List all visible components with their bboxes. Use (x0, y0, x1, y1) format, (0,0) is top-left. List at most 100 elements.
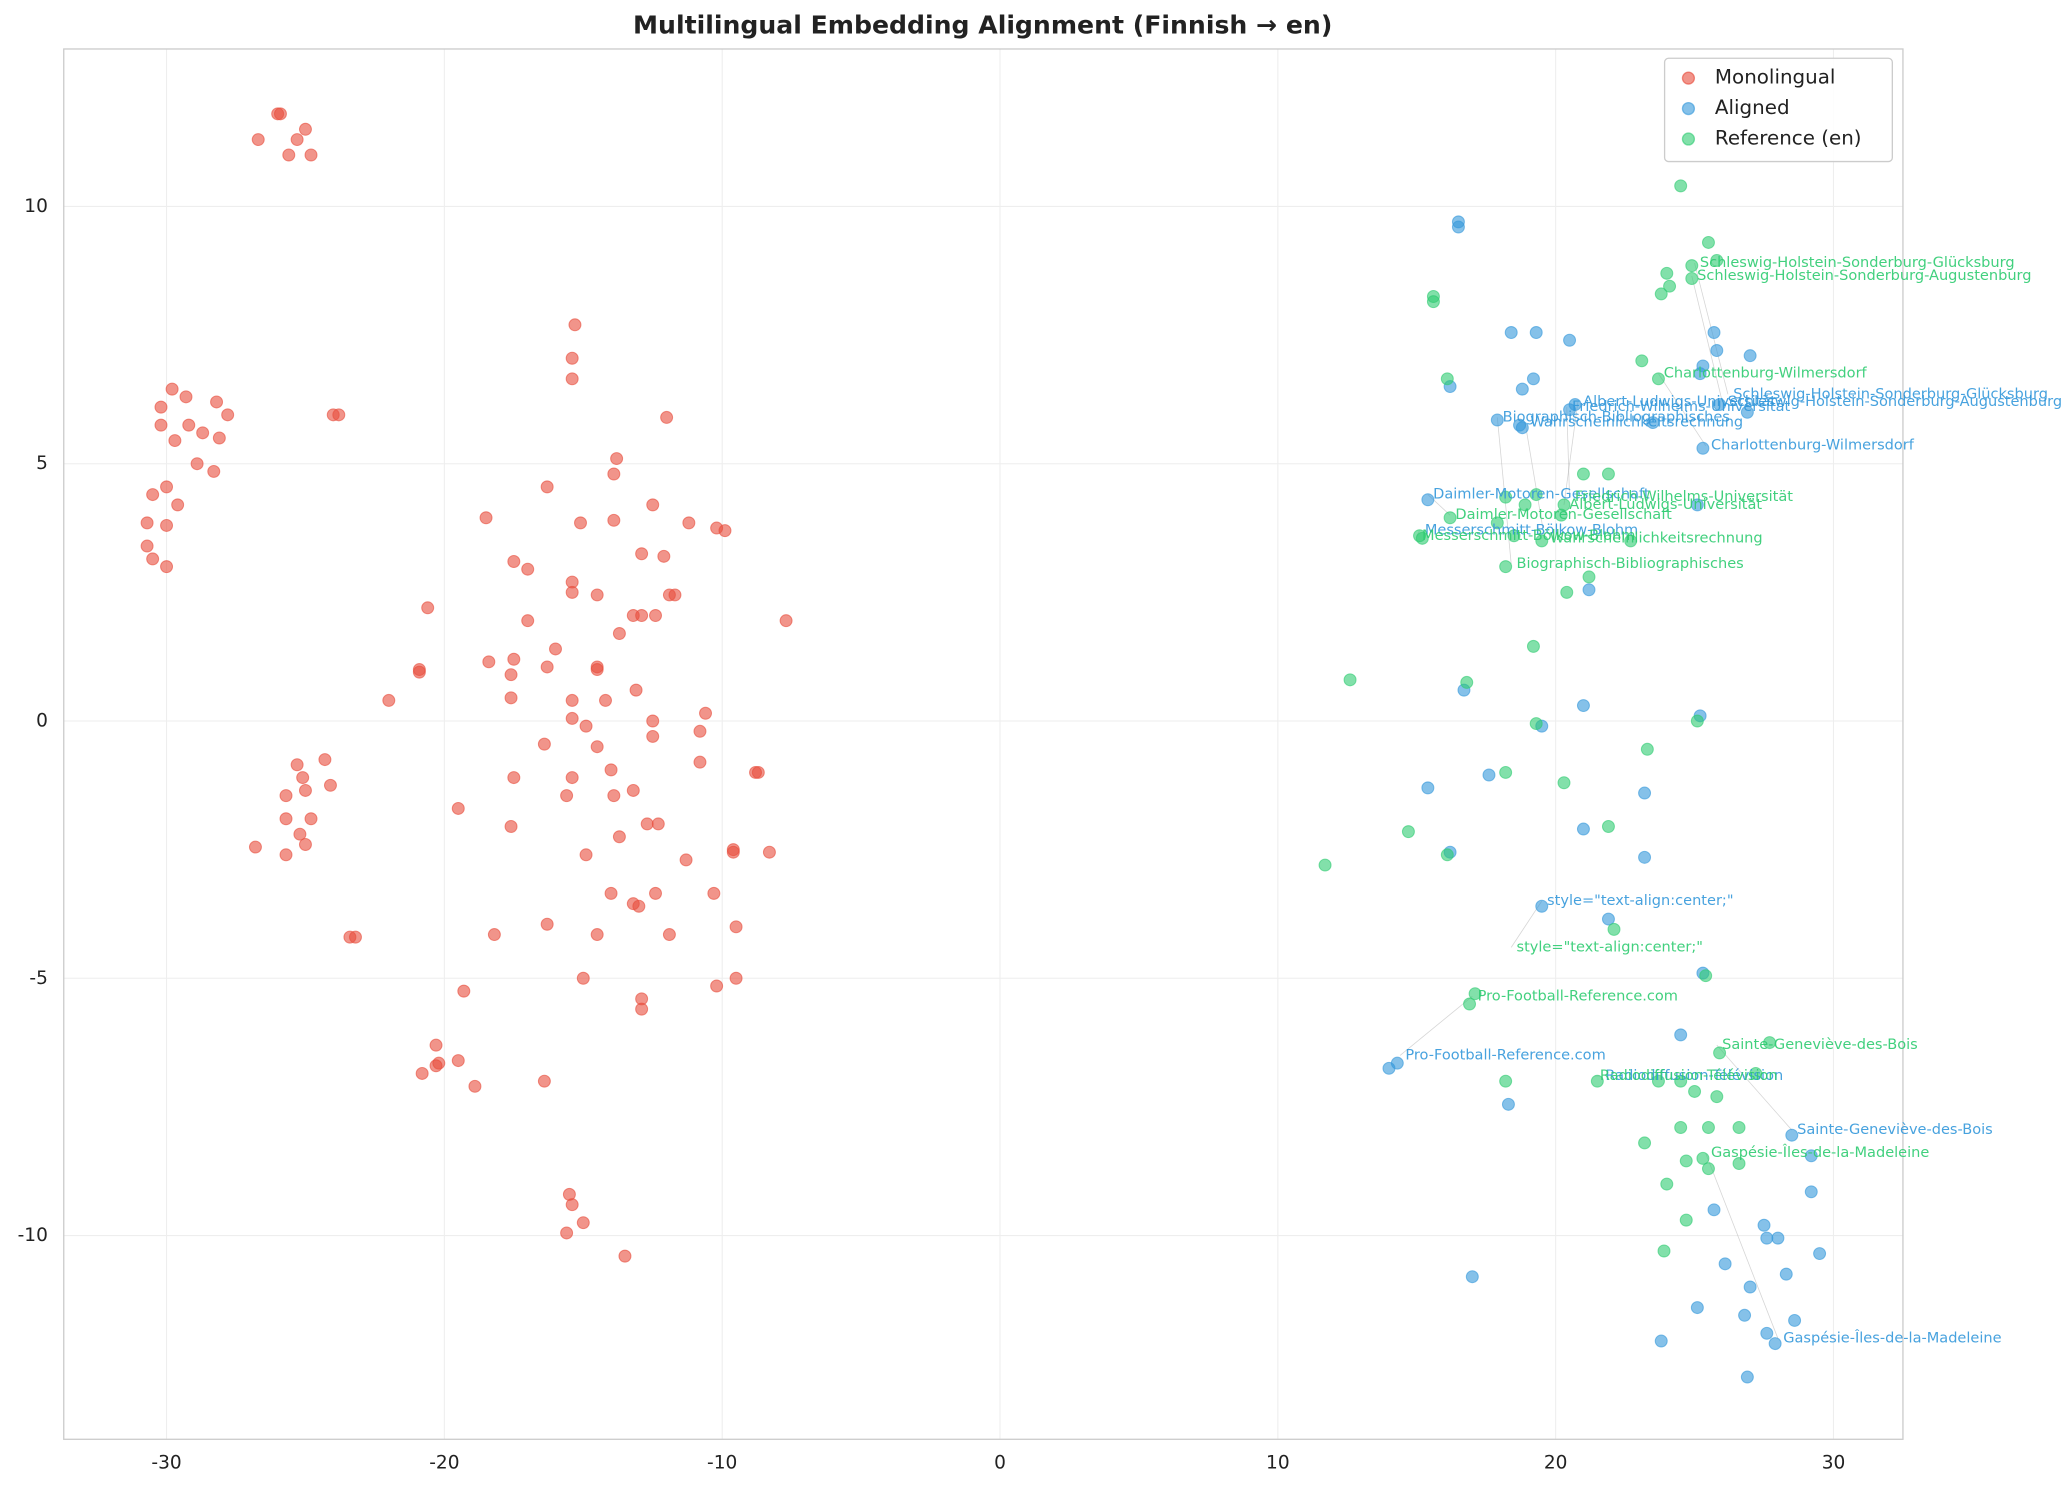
point (190, 457, 204, 471)
point (1732, 1157, 1746, 1170)
point (1607, 922, 1621, 936)
annotation: Albert-Ludwigs-Universität (1583, 393, 1776, 410)
x-tick-label: 20 (1544, 1453, 1568, 1474)
point (1749, 1066, 1763, 1080)
point (649, 609, 663, 622)
point (1499, 765, 1513, 779)
point (1696, 1151, 1710, 1165)
connector (1691, 275, 1723, 403)
point (1657, 1244, 1671, 1258)
point (1771, 1231, 1785, 1245)
point (635, 1002, 649, 1016)
annotation: Pro-Football-Reference.com (1478, 987, 1678, 1004)
point (1813, 1247, 1827, 1261)
point (332, 408, 346, 422)
point (1415, 531, 1429, 545)
point (412, 665, 426, 679)
point (421, 601, 435, 615)
connector (1658, 373, 1707, 446)
point (1482, 768, 1496, 782)
point (1576, 822, 1590, 836)
point (1713, 1046, 1727, 1060)
point (1515, 421, 1529, 435)
point (1526, 372, 1540, 386)
point (1685, 271, 1699, 285)
point (1768, 1337, 1782, 1351)
point (1529, 326, 1543, 339)
point (1635, 354, 1649, 368)
point (1499, 490, 1513, 504)
point (1688, 1084, 1702, 1098)
point (604, 763, 618, 777)
point (1535, 534, 1549, 548)
annotation: Gaspésie-Îles-de-la-Madeleine (1783, 1328, 2001, 1346)
plot-frame (63, 48, 1904, 1440)
x-tick-label: -20 (429, 1453, 459, 1474)
point (1710, 253, 1724, 267)
point (348, 930, 362, 944)
point (1679, 1213, 1693, 1227)
point (646, 498, 660, 512)
annotation: Gaspésie-Îles-de-la-Madeleine (1711, 1143, 1929, 1161)
point (1490, 516, 1504, 530)
point (504, 819, 518, 833)
point (1501, 1097, 1515, 1111)
point (1674, 1074, 1688, 1088)
point (729, 920, 743, 934)
point (1740, 1370, 1754, 1384)
point (1701, 1120, 1715, 1134)
point (590, 588, 604, 602)
point (1696, 441, 1710, 455)
point (693, 724, 707, 738)
point (1563, 333, 1577, 347)
connector (1566, 407, 1570, 498)
point (1732, 1120, 1746, 1134)
point (1401, 825, 1415, 839)
point (1590, 1074, 1604, 1088)
point (1804, 1185, 1818, 1199)
x-tick-label: 0 (994, 1453, 1006, 1474)
point (1499, 560, 1513, 574)
point (1463, 997, 1477, 1011)
point (1443, 511, 1457, 525)
connector (1399, 995, 1473, 1056)
point (565, 711, 579, 725)
point (1490, 413, 1504, 427)
point (171, 498, 185, 512)
point (179, 390, 193, 404)
point (221, 408, 235, 422)
point (1690, 1301, 1704, 1315)
point (451, 1054, 465, 1068)
point (668, 588, 682, 602)
legend-box (1663, 57, 1894, 163)
point (1738, 1308, 1752, 1322)
point (1713, 398, 1727, 412)
point (290, 758, 304, 772)
point (298, 783, 312, 797)
point (1640, 742, 1654, 756)
point (1690, 714, 1704, 728)
point (1318, 858, 1332, 872)
point (323, 778, 337, 792)
point (1779, 1267, 1793, 1281)
point (1646, 416, 1660, 430)
point (429, 1038, 443, 1052)
point (1674, 1120, 1688, 1134)
point (1638, 850, 1652, 864)
point (1788, 1313, 1802, 1327)
point (1718, 1257, 1732, 1271)
point (1654, 1334, 1668, 1348)
point (565, 693, 579, 707)
point (779, 614, 793, 628)
annotation: Wahrscheinlichkeitsrechnung (1550, 529, 1763, 546)
point (568, 318, 582, 332)
legend-label: Aligned (1715, 96, 1790, 119)
point (154, 400, 168, 414)
connector (1563, 401, 1579, 505)
point (537, 737, 551, 751)
point (607, 513, 621, 527)
point (1660, 266, 1674, 280)
point (1426, 295, 1440, 309)
